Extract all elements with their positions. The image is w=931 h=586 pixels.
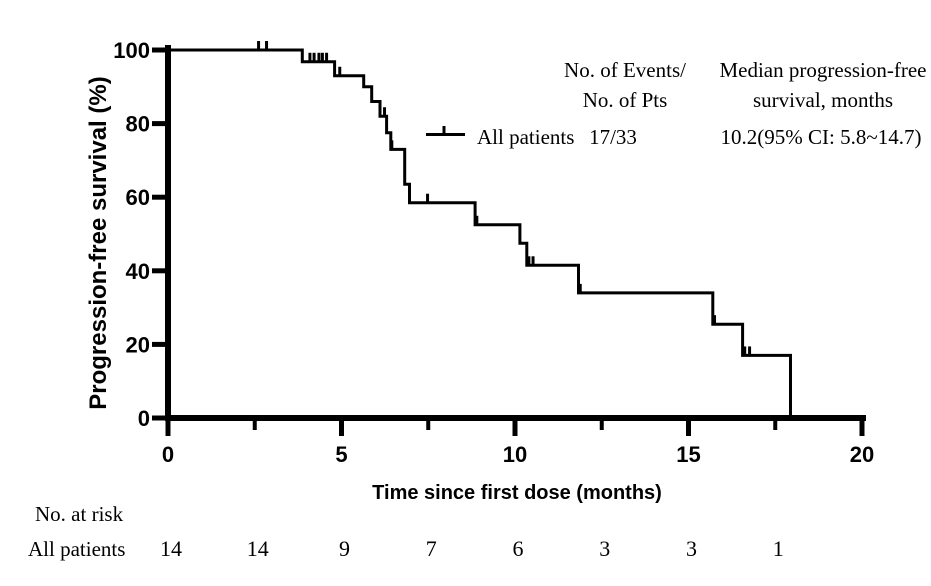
events-header-line1: No. of Events/: [564, 58, 686, 82]
x-tick-label: 10: [503, 442, 527, 467]
risk-count: 14: [247, 536, 269, 561]
risk-count: 3: [686, 536, 697, 561]
risk-table-row-label: All patients: [28, 537, 126, 561]
risk-count: 6: [513, 536, 524, 561]
median-header-line2: survival, months: [753, 88, 893, 112]
risk-count: 9: [339, 536, 350, 561]
x-tick-label: 15: [676, 442, 700, 467]
x-tick-label: 0: [162, 442, 174, 467]
y-axis-title: Progression-free survival (%): [85, 76, 112, 410]
risk-count: 3: [599, 536, 610, 561]
y-tick-label: 60: [126, 185, 150, 210]
risk-count: 7: [426, 536, 437, 561]
x-tick-label: 5: [335, 442, 347, 467]
risk-count: 14: [160, 536, 182, 561]
y-tick-label: 40: [126, 259, 150, 284]
events-header-line2: No. of Pts: [582, 88, 668, 112]
y-tick-label: 20: [126, 332, 150, 357]
legend-marker-icon: [426, 126, 465, 136]
km-curve-all-patients: [168, 48, 792, 418]
x-axis-title: Time since first dose (months): [372, 482, 662, 504]
y-tick-label: 0: [138, 406, 150, 431]
median-header-line1: Median progression-free: [719, 58, 927, 82]
median-column-header: Median progression-free survival, months: [693, 55, 931, 115]
y-tick-label: 100: [113, 38, 150, 63]
events-column-header: No. of Events/ No. of Pts: [505, 55, 745, 115]
y-tick-label: 80: [126, 112, 150, 137]
risk-count: 1: [773, 536, 784, 561]
legend-series-label: All patients: [477, 125, 575, 149]
risk-table-title: No. at risk: [35, 502, 124, 526]
events-value: 17/33: [589, 125, 637, 149]
median-survival-value: 10.2(95% CI: 5.8~14.7): [720, 125, 922, 149]
x-tick-label: 20: [850, 442, 874, 467]
